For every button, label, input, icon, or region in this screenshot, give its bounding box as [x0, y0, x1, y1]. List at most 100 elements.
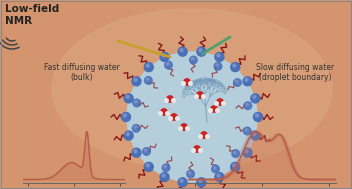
Circle shape: [231, 162, 240, 171]
Circle shape: [134, 126, 137, 128]
Circle shape: [199, 149, 202, 152]
Circle shape: [182, 82, 185, 85]
Circle shape: [206, 135, 209, 138]
Circle shape: [126, 133, 129, 136]
Text: Fast diffusing water
(bulk): Fast diffusing water (bulk): [44, 63, 120, 82]
Circle shape: [244, 102, 252, 109]
Circle shape: [145, 77, 152, 84]
Circle shape: [166, 112, 169, 115]
Circle shape: [176, 117, 179, 120]
Circle shape: [253, 112, 263, 122]
Circle shape: [235, 80, 238, 83]
Circle shape: [201, 132, 207, 138]
Circle shape: [197, 92, 203, 98]
Circle shape: [172, 99, 175, 102]
Circle shape: [189, 82, 192, 85]
Circle shape: [160, 53, 169, 61]
Text: Low-field
NMR: Low-field NMR: [5, 4, 59, 26]
Circle shape: [162, 174, 165, 177]
Circle shape: [187, 170, 194, 178]
Circle shape: [192, 149, 195, 152]
Circle shape: [197, 47, 206, 56]
Circle shape: [132, 148, 141, 157]
Circle shape: [234, 151, 236, 154]
Circle shape: [146, 78, 149, 80]
Circle shape: [211, 106, 217, 112]
Circle shape: [217, 54, 220, 57]
Circle shape: [162, 54, 165, 57]
Circle shape: [127, 52, 257, 182]
Circle shape: [132, 77, 141, 86]
Circle shape: [244, 127, 251, 135]
Circle shape: [253, 95, 256, 98]
Circle shape: [124, 131, 133, 140]
Circle shape: [143, 148, 150, 155]
Ellipse shape: [52, 9, 332, 169]
Circle shape: [222, 102, 225, 105]
Circle shape: [135, 101, 137, 103]
Circle shape: [121, 112, 131, 122]
Circle shape: [180, 49, 183, 52]
Circle shape: [178, 47, 187, 56]
Circle shape: [216, 64, 218, 66]
Circle shape: [243, 148, 252, 157]
Circle shape: [134, 78, 137, 81]
Circle shape: [199, 135, 202, 138]
Circle shape: [214, 62, 222, 70]
Circle shape: [191, 58, 194, 60]
Circle shape: [217, 99, 223, 105]
Circle shape: [232, 150, 239, 157]
Circle shape: [171, 114, 177, 120]
Circle shape: [179, 127, 182, 130]
Circle shape: [146, 64, 149, 67]
Circle shape: [251, 131, 260, 140]
Circle shape: [245, 129, 248, 131]
Circle shape: [169, 117, 172, 120]
Circle shape: [197, 178, 206, 187]
Circle shape: [202, 95, 205, 98]
Circle shape: [194, 146, 200, 152]
Circle shape: [253, 133, 256, 136]
Circle shape: [165, 99, 168, 102]
Circle shape: [216, 109, 219, 112]
Circle shape: [215, 102, 218, 105]
Circle shape: [251, 94, 260, 103]
Circle shape: [199, 179, 202, 182]
Circle shape: [213, 167, 216, 169]
Circle shape: [178, 178, 187, 187]
Circle shape: [159, 112, 162, 115]
Circle shape: [233, 64, 236, 67]
Circle shape: [124, 114, 126, 117]
Circle shape: [212, 165, 219, 173]
Circle shape: [233, 164, 236, 167]
Circle shape: [231, 63, 240, 72]
Circle shape: [256, 114, 258, 117]
Circle shape: [144, 162, 153, 171]
Circle shape: [215, 53, 224, 61]
Circle shape: [246, 103, 248, 106]
Circle shape: [199, 49, 202, 52]
Circle shape: [184, 79, 190, 85]
Circle shape: [243, 77, 252, 86]
Circle shape: [245, 150, 248, 153]
Circle shape: [245, 78, 248, 81]
Circle shape: [215, 173, 224, 182]
Circle shape: [146, 164, 149, 167]
Circle shape: [195, 95, 198, 98]
Circle shape: [161, 109, 167, 115]
Circle shape: [134, 150, 137, 153]
Circle shape: [181, 124, 187, 130]
Circle shape: [165, 61, 172, 69]
Circle shape: [234, 79, 241, 86]
Circle shape: [166, 63, 169, 65]
Circle shape: [126, 95, 129, 98]
Circle shape: [217, 174, 220, 177]
Circle shape: [132, 125, 140, 132]
Circle shape: [180, 179, 183, 182]
Circle shape: [209, 109, 212, 112]
Circle shape: [190, 56, 197, 64]
Circle shape: [189, 172, 191, 174]
Circle shape: [124, 94, 133, 103]
Circle shape: [186, 127, 189, 130]
Circle shape: [133, 99, 140, 107]
